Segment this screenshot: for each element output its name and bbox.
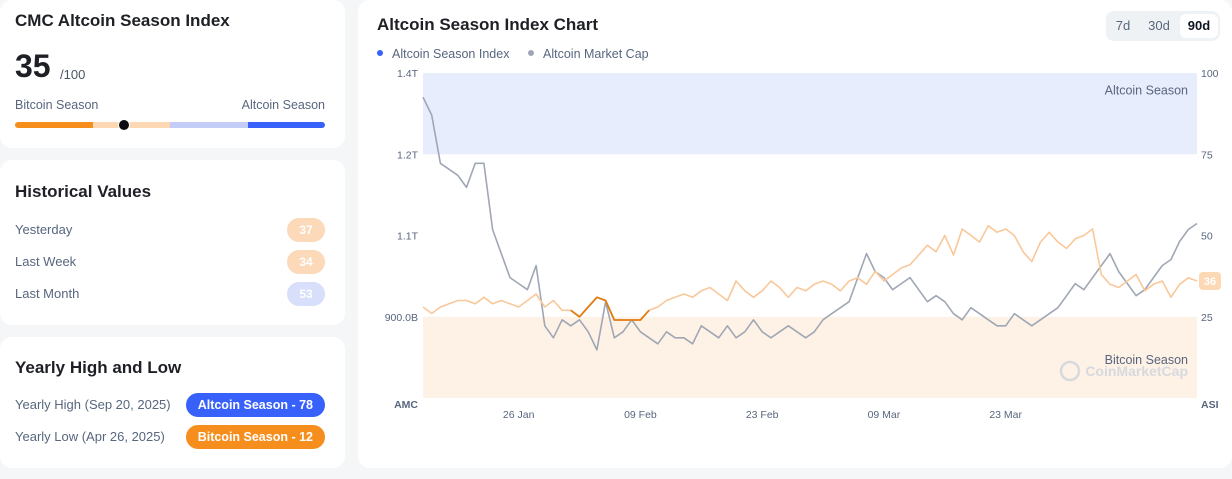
gauge-segment-bitcoin bbox=[15, 122, 93, 128]
x-axis-tick: 23 Mar bbox=[989, 409, 1022, 421]
range-7d-button[interactable]: 7d bbox=[1115, 18, 1131, 33]
range-30d-button[interactable]: 30d bbox=[1148, 18, 1170, 33]
left-axis-tick: 1.4T bbox=[397, 68, 419, 80]
legend-altcoin-index[interactable]: Altcoin Season Index bbox=[377, 47, 509, 61]
gauge-segment-bitcoin-light bbox=[93, 122, 170, 128]
yearly-low-row: Yearly Low (Apr 26, 2025) Bitcoin Season… bbox=[15, 425, 325, 449]
yearly-high-low-card: Yearly High and Low Yearly High (Sep 20,… bbox=[0, 337, 345, 468]
zone-altcoin-season bbox=[423, 73, 1197, 155]
left-axis-label: AMC bbox=[394, 399, 418, 411]
right-axis-tick: 75 bbox=[1201, 149, 1213, 161]
zone-label-altcoin: Altcoin Season bbox=[1105, 83, 1188, 97]
history-pill: 34 bbox=[287, 250, 325, 274]
series-line-market-cap bbox=[422, 96, 1198, 351]
x-axis-tick: 09 Mar bbox=[868, 409, 901, 421]
x-axis-tick: 23 Feb bbox=[746, 409, 779, 421]
history-label: Last Month bbox=[15, 286, 80, 301]
right-axis-tick: 50 bbox=[1201, 231, 1213, 243]
chart-title: Altcoin Season Index Chart bbox=[377, 15, 599, 34]
legend-label-market-cap: Altcoin Market Cap bbox=[543, 47, 649, 61]
x-axis-tick: 09 Feb bbox=[624, 409, 657, 421]
coinmarketcap-logo-icon bbox=[1059, 360, 1081, 382]
legend-dot-index bbox=[377, 50, 383, 56]
gauge-marker bbox=[118, 119, 130, 131]
index-value: 35 bbox=[15, 48, 51, 84]
left-axis-tick: 900.0B bbox=[385, 312, 418, 324]
zone-bitcoin-season bbox=[423, 316, 1197, 398]
range-90d-button[interactable]: 90d bbox=[1180, 14, 1218, 38]
range-selector: 7d 30d 90d bbox=[1106, 11, 1220, 41]
legend-label-index: Altcoin Season Index bbox=[392, 47, 510, 61]
altcoin-season-label: Altcoin Season bbox=[241, 98, 325, 112]
series-line-bitcoin-zone bbox=[570, 296, 650, 321]
history-pill: 53 bbox=[287, 282, 325, 306]
index-chart: Altcoin Season Bitcoin SeasonCoinMarketCa… bbox=[385, 68, 1221, 421]
series-line-altcoin-index bbox=[422, 225, 1198, 321]
left-axis-tick: 1.2T bbox=[397, 149, 419, 161]
index-max: /100 bbox=[60, 67, 86, 82]
historical-title: Historical Values bbox=[15, 182, 152, 201]
right-axis-label: ASI bbox=[1201, 399, 1219, 411]
bitcoin-season-label: Bitcoin Season bbox=[15, 98, 99, 112]
watermark-text: CoinMarketCap bbox=[1085, 363, 1188, 379]
current-value-label: 36 bbox=[1204, 276, 1216, 288]
gauge-segment-altcoin-light bbox=[170, 122, 248, 128]
legend-dot-market-cap bbox=[528, 50, 534, 56]
yearly-title: Yearly High and Low bbox=[15, 358, 182, 377]
legend-market-cap[interactable]: Altcoin Market Cap bbox=[528, 47, 649, 61]
current-value-badge bbox=[1199, 272, 1221, 290]
yearly-low-badge: Bitcoin Season - 12 bbox=[185, 425, 325, 449]
yearly-high-label: Yearly High (Sep 20, 2025) bbox=[15, 397, 171, 412]
index-card-title: CMC Altcoin Season Index bbox=[15, 11, 230, 30]
history-row-last-week: Last Week 34 bbox=[15, 250, 325, 274]
left-axis-tick: 1.1T bbox=[397, 231, 419, 243]
history-row-last-month: Last Month 53 bbox=[15, 282, 325, 306]
index-chart-card: Altcoin Season Index Chart 7d 30d 90d Al… bbox=[358, 0, 1232, 468]
zone-label-bitcoin: Bitcoin Season bbox=[1105, 353, 1188, 367]
yearly-low-label: Yearly Low (Apr 26, 2025) bbox=[15, 429, 165, 444]
historical-values-card: Historical Values Yesterday 37 Last Week… bbox=[0, 160, 345, 325]
history-row-yesterday: Yesterday 37 bbox=[15, 218, 325, 242]
gauge-segment-altcoin bbox=[248, 122, 325, 128]
yearly-high-badge: Altcoin Season - 78 bbox=[185, 393, 325, 417]
history-pill: 37 bbox=[287, 218, 325, 242]
x-axis-tick: 26 Jan bbox=[503, 409, 535, 421]
right-axis-tick: 100 bbox=[1201, 68, 1219, 80]
history-label: Last Week bbox=[15, 254, 77, 269]
history-label: Yesterday bbox=[15, 222, 73, 237]
right-axis-tick: 25 bbox=[1201, 312, 1213, 324]
yearly-high-row: Yearly High (Sep 20, 2025) Altcoin Seaso… bbox=[15, 393, 325, 417]
altcoin-index-card: CMC Altcoin Season Index 35 /100 Bitcoin… bbox=[0, 0, 345, 148]
